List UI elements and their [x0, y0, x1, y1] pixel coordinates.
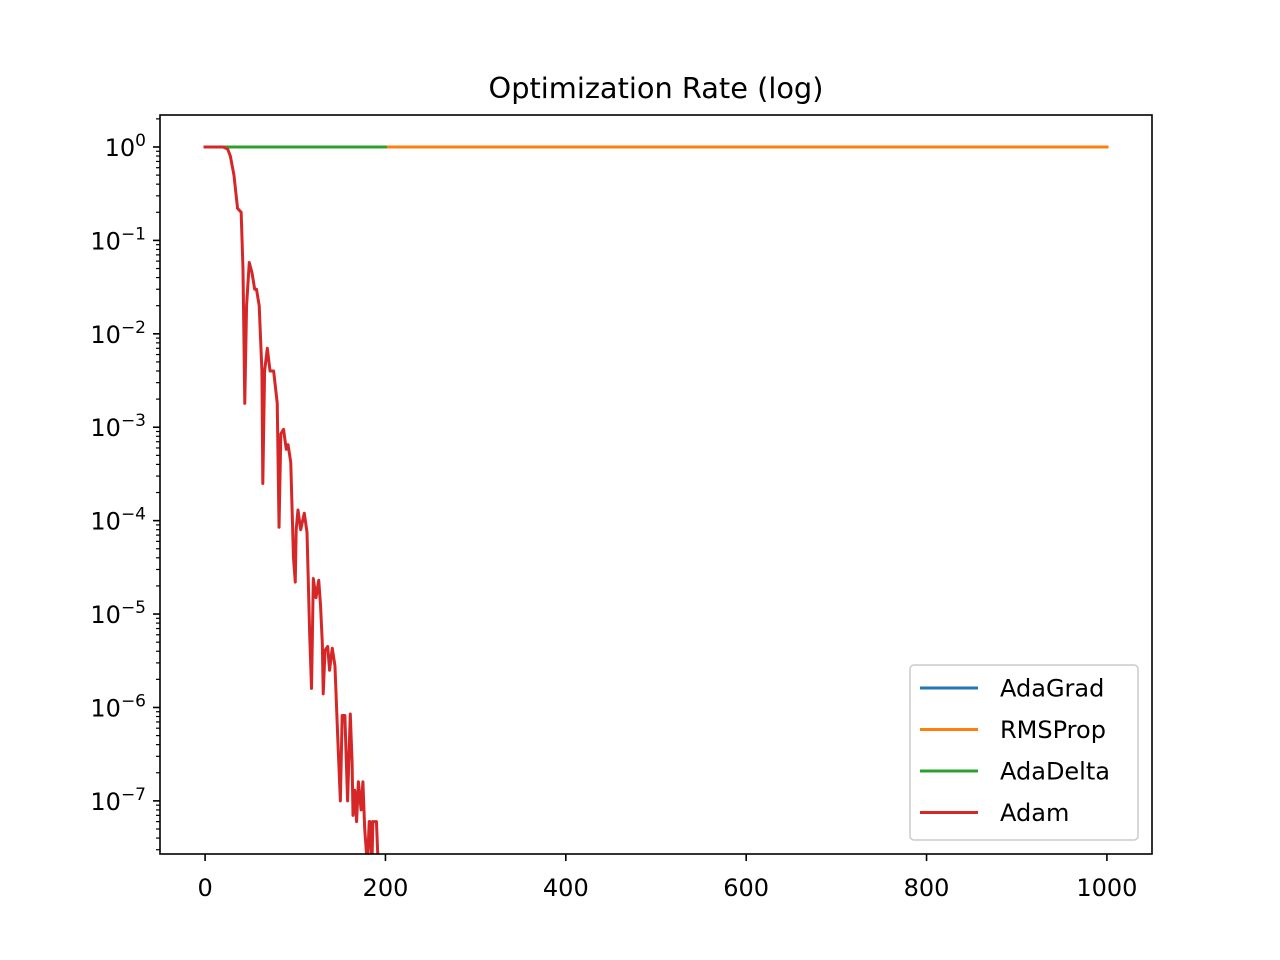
y-tick-label: 10−1 [90, 224, 146, 255]
x-tick-label: 400 [543, 874, 589, 902]
legend-label-adadelta: AdaDelta [1000, 758, 1110, 786]
legend-frame [909, 664, 1139, 841]
y-axis: 100 10−1 10−2 10−3 10−4 10−5 10−6 10−7 [90, 118, 160, 851]
legend-label-adam: Adam [1000, 799, 1069, 827]
x-tick-label: 0 [197, 874, 212, 902]
x-tick-label: 600 [723, 874, 769, 902]
x-tick-label: 800 [904, 874, 950, 902]
y-tick-label: 10−6 [90, 691, 146, 722]
y-tick-label: 10−2 [90, 318, 146, 349]
y-tick-label: 10−4 [90, 505, 146, 536]
legend-items: AdaGrad RMSProp AdaDelta Adam [920, 675, 1110, 827]
chart-title: Optimization Rate (log) [489, 71, 824, 105]
y-tick-label: 10−7 [90, 785, 146, 816]
y-tick-label: 100 [105, 131, 146, 162]
y-tick-label: 10−3 [90, 411, 146, 442]
series-line-adam [203, 145, 380, 854]
y-tick-label: 10−5 [90, 598, 146, 629]
x-axis: 0 200 400 600 800 1000 [197, 854, 1137, 902]
legend-label-adagrad: AdaGrad [1000, 675, 1104, 703]
plot-frame [159, 114, 1153, 855]
x-tick-label: 1000 [1076, 874, 1137, 902]
series-layer [203, 145, 1109, 854]
x-tick-label: 200 [363, 874, 409, 902]
legend-label-rmsprop: RMSProp [1000, 716, 1106, 744]
legend: AdaGrad RMSProp AdaDelta Adam [909, 664, 1139, 841]
